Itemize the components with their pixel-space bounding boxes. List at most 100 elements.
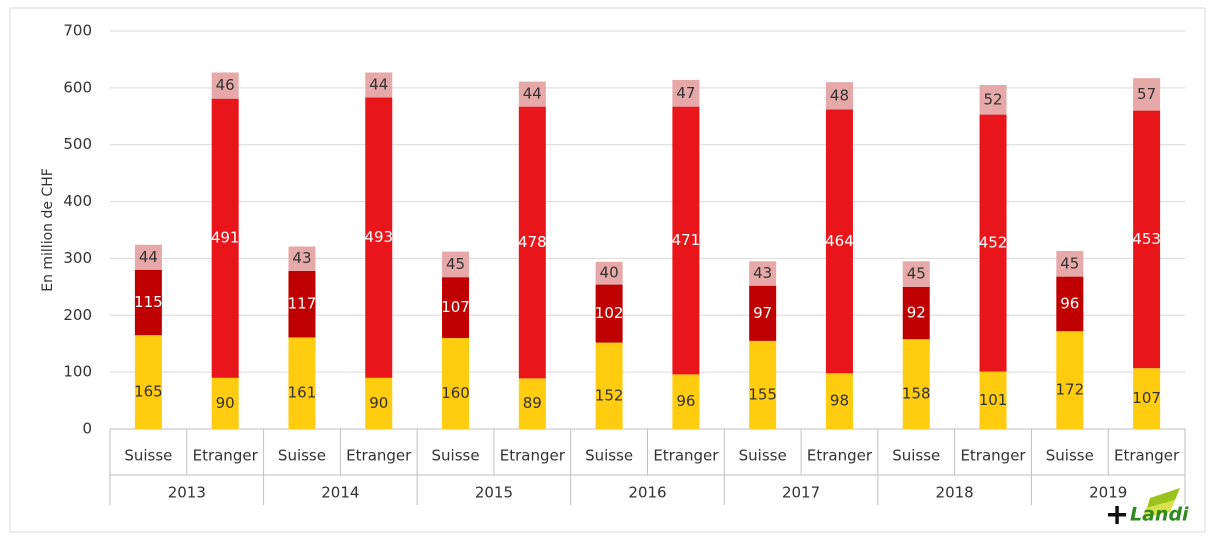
value-label: 43	[753, 264, 772, 282]
value-label: 44	[523, 85, 542, 103]
value-label: 92	[907, 304, 926, 322]
x-tick-label: Suisse	[585, 447, 633, 465]
bar-segment	[979, 114, 1007, 372]
bar-segment	[672, 374, 700, 429]
value-label: 452	[979, 234, 1008, 252]
value-label: 48	[830, 86, 849, 104]
group-label: 2016	[628, 484, 666, 502]
value-label: 165	[134, 383, 163, 401]
value-label: 161	[288, 384, 317, 402]
y-tick-label: 700	[63, 22, 92, 40]
bar-segment	[518, 81, 546, 107]
value-label: 43	[292, 249, 311, 267]
bar-segment	[902, 261, 930, 287]
value-label: 97	[753, 304, 772, 322]
value-label: 47	[676, 84, 695, 102]
x-tick-label: Etranger	[346, 447, 412, 465]
x-tick-label: Suisse	[739, 447, 787, 465]
bar-segment	[595, 261, 623, 285]
value-label: 44	[139, 248, 158, 266]
x-tick-label: Suisse	[1046, 447, 1094, 465]
bar-segment	[134, 269, 162, 336]
bar-segment	[442, 338, 470, 429]
value-label: 101	[979, 391, 1008, 409]
bar-segment	[288, 337, 316, 429]
bar-segment	[134, 244, 162, 270]
value-label: 117	[288, 295, 317, 313]
value-label: 107	[1132, 389, 1161, 407]
y-tick-label: 200	[63, 306, 92, 324]
x-tick-label: Suisse	[278, 447, 326, 465]
value-label: 107	[441, 298, 470, 316]
value-label: 152	[595, 386, 624, 404]
bar-segment	[442, 277, 470, 339]
bar-segment	[365, 377, 393, 429]
bar-segment	[1133, 78, 1161, 111]
bar-segment	[979, 371, 1007, 429]
value-label: 491	[211, 229, 240, 247]
y-tick-label: 100	[63, 363, 92, 381]
bar-segment	[518, 378, 546, 429]
x-tick-label: Etranger	[960, 447, 1026, 465]
bar-segment	[365, 72, 393, 98]
bar-segment	[595, 342, 623, 429]
value-label: 45	[1060, 254, 1079, 272]
y-tick-label: 0	[82, 420, 92, 438]
value-label: 478	[518, 233, 547, 251]
bar-segment	[211, 98, 239, 378]
bar-segment	[749, 261, 777, 286]
group-label: 2013	[168, 484, 206, 502]
bar-segment	[902, 286, 930, 340]
group-label: 2018	[936, 484, 974, 502]
logo-plus	[1115, 506, 1119, 524]
value-label: 52	[983, 90, 1002, 108]
y-tick-label: 400	[63, 192, 92, 210]
value-label: 40	[600, 264, 619, 282]
bar-segment	[825, 109, 853, 374]
y-axis-label: En million de CHF	[40, 168, 56, 292]
bar-segment	[672, 106, 700, 375]
value-label: 90	[216, 394, 235, 412]
value-label: 45	[907, 265, 926, 283]
y-tick-label: 500	[63, 135, 92, 153]
x-tick-label: Etranger	[807, 447, 873, 465]
x-tick-label: Suisse	[892, 447, 940, 465]
bar-segment	[825, 82, 853, 110]
value-label: 46	[216, 76, 235, 94]
value-label: 89	[523, 394, 542, 412]
group-label: 2017	[782, 484, 820, 502]
bar-segment	[979, 85, 1007, 115]
chart-border	[9, 7, 1206, 533]
value-label: 115	[134, 293, 163, 311]
y-tick-label: 600	[63, 78, 92, 96]
value-label: 57	[1137, 85, 1156, 103]
bar-segment	[518, 106, 546, 379]
bar-segment	[211, 377, 239, 429]
bar-segment	[1133, 110, 1161, 369]
value-label: 90	[369, 394, 388, 412]
bar-segment	[442, 251, 470, 278]
logo-leaf	[1147, 488, 1180, 508]
bar-segment	[749, 285, 777, 341]
value-label: 172	[1056, 381, 1085, 399]
logo: Landi	[1108, 488, 1189, 526]
value-label: 158	[902, 385, 931, 403]
value-label: 98	[830, 392, 849, 410]
value-label: 96	[1060, 294, 1079, 312]
x-tick-label: Etranger	[500, 447, 566, 465]
value-label: 471	[672, 231, 701, 249]
x-tick-label: Etranger	[653, 447, 719, 465]
value-label: 453	[1132, 230, 1161, 248]
bar-segment	[1133, 368, 1161, 429]
bar-segment	[1056, 251, 1084, 277]
bar-segment	[595, 284, 623, 343]
bar-segment	[825, 373, 853, 429]
value-label: 464	[825, 232, 854, 250]
bar-segment	[902, 339, 930, 429]
x-tick-label: Etranger	[1114, 447, 1180, 465]
x-tick-label: Suisse	[124, 447, 172, 465]
value-label: 44	[369, 76, 388, 94]
group-label: 2014	[321, 484, 359, 502]
bar-segment	[211, 72, 239, 99]
value-label: 96	[676, 392, 695, 410]
